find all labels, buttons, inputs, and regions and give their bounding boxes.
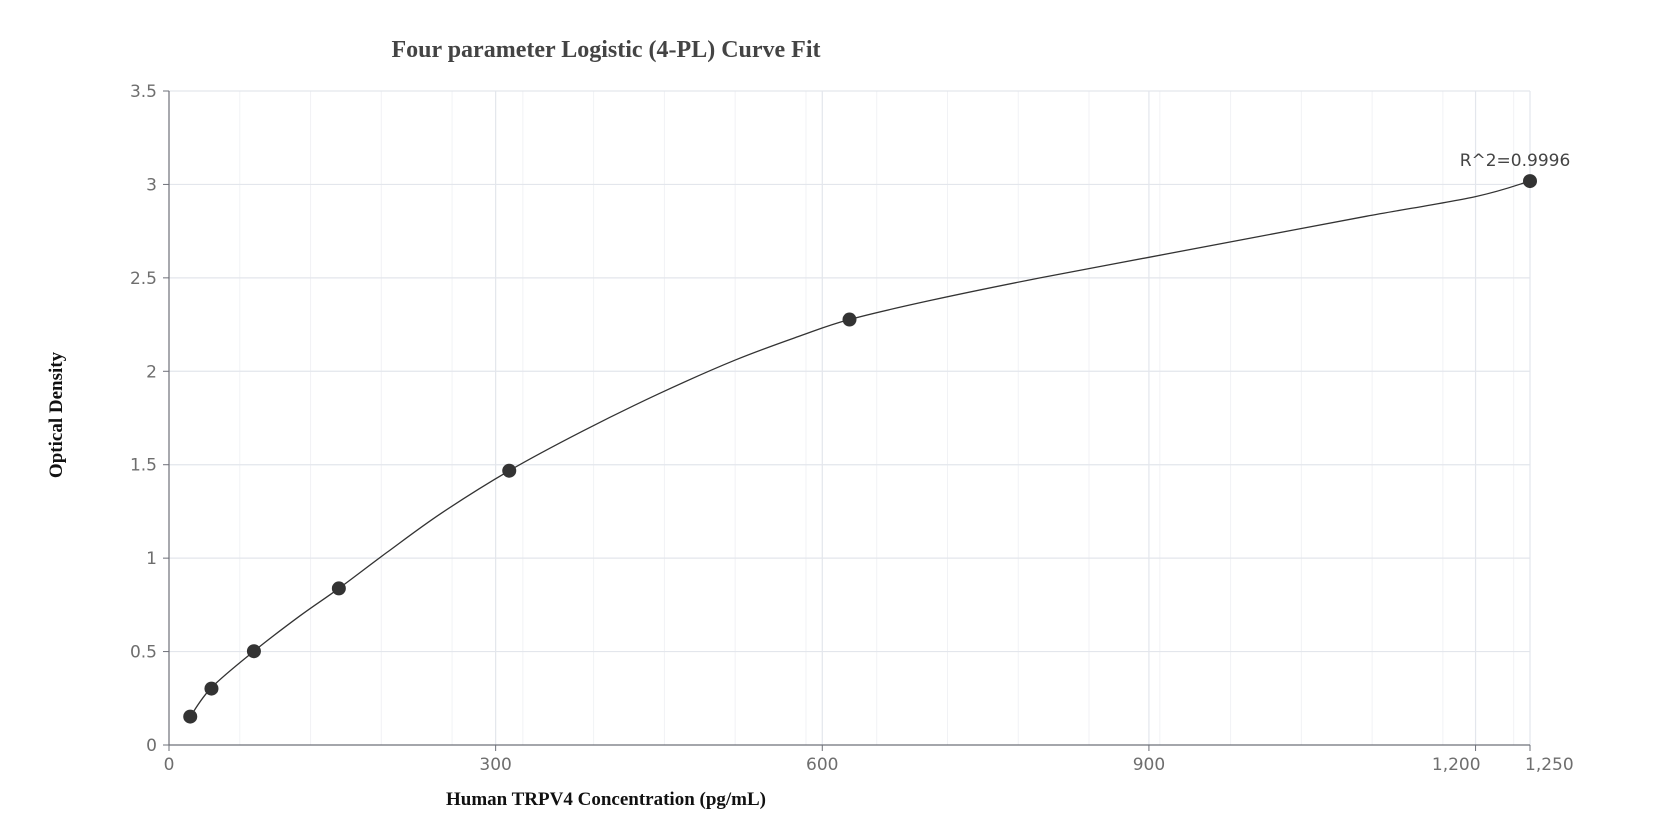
y-tick-label: 2.5 (130, 269, 157, 289)
data-point (246, 644, 261, 659)
data-point (331, 581, 346, 596)
data-points (183, 174, 1537, 724)
x-tick-label: 1,250 (1525, 755, 1574, 775)
data-point (842, 312, 857, 327)
data-point (183, 709, 198, 724)
x-tick-label: 300 (479, 755, 511, 775)
y-tick-label: 1.5 (130, 456, 157, 476)
data-point (204, 681, 219, 696)
x-tick-label: 1,200 (1432, 755, 1481, 775)
tick-labels: 0 300 600 900 1,200 1,250 0 0.5 1 1.5 2 2.5 3 3.5 (130, 82, 1574, 775)
data-point (502, 463, 517, 478)
y-tick-label: 0 (146, 736, 157, 756)
axes (163, 90, 1531, 751)
y-tick-label: 3.5 (130, 82, 157, 102)
y-tick-label: 2 (146, 362, 157, 382)
data-point (1523, 174, 1537, 189)
y-tick-label: 1 (146, 549, 157, 569)
y-tick-label: 3 (146, 175, 157, 195)
x-tick-label: 600 (806, 755, 838, 775)
x-tick-label: 0 (164, 755, 175, 775)
grid (169, 90, 1531, 745)
x-tick-label: 900 (1133, 755, 1165, 775)
fit-curve (189, 180, 1531, 717)
r-squared-annotation: R^2=0.9996 (1460, 151, 1571, 171)
chart-title: Four parameter Logistic (4-PL) Curve Fit (391, 37, 820, 63)
x-axis-title: Human TRPV4 Concentration (pg/mL) (446, 789, 766, 810)
y-axis-title: Optical Density (46, 351, 67, 478)
y-tick-label: 0.5 (130, 643, 157, 663)
